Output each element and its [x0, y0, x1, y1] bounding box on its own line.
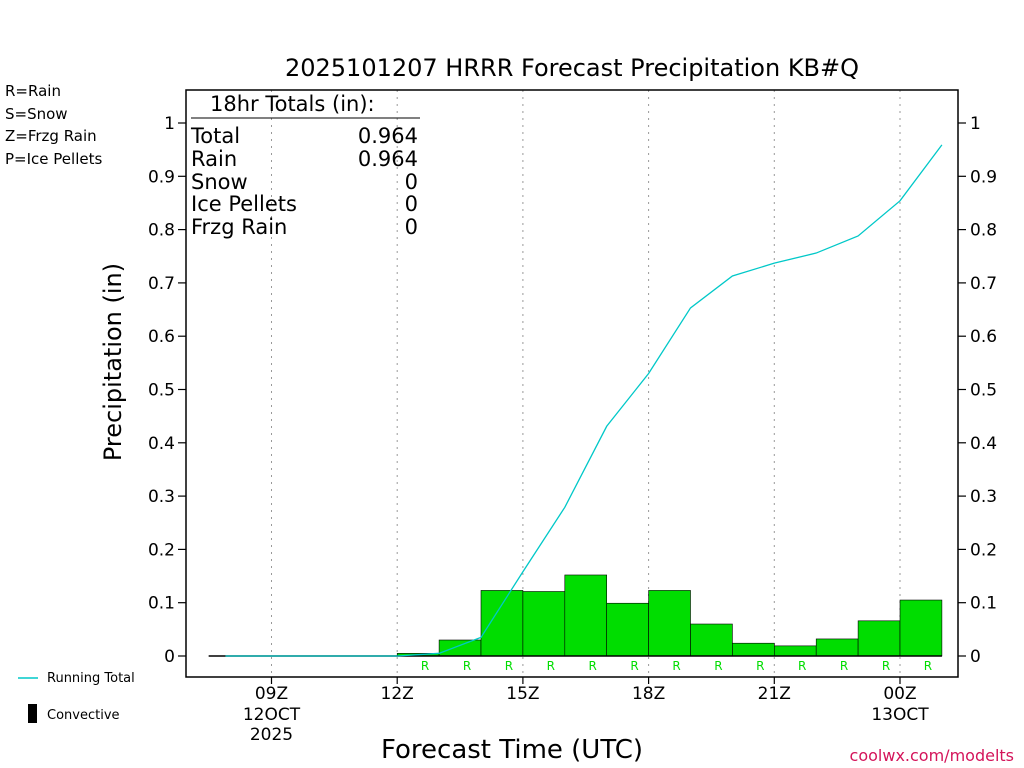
y-tick-label-right: 0.5 — [970, 381, 997, 401]
totals-label-freezing-rain: Frzg Rain — [191, 215, 287, 239]
y-tick-label-left: 0.4 — [148, 434, 175, 454]
totals-label-rain: Rain — [191, 147, 237, 171]
x-tick-date: 12OCT — [243, 705, 301, 725]
y-tick-label-left: 0.3 — [148, 487, 175, 507]
y-tick-label-right: 0.8 — [970, 221, 997, 241]
y-tick-label-right: 0.2 — [970, 540, 997, 560]
legend-ice-pellets: P=Ice Pellets — [5, 150, 102, 168]
precip-bar — [648, 590, 691, 657]
precip-bar — [857, 620, 901, 657]
legend-rain: R=Rain — [5, 82, 61, 100]
y-tick-label-left: 0.7 — [148, 274, 175, 294]
y-tick-label-left: 0.5 — [148, 381, 175, 401]
precip-bar — [815, 638, 859, 657]
y-tick-label-left: 0.9 — [148, 167, 175, 187]
precip-bar — [899, 599, 943, 657]
x-tick-label: 12Z — [381, 684, 414, 704]
precip-type-marker: R — [505, 659, 513, 673]
x-tick-label: 21Z — [758, 684, 791, 704]
convective-legend-label: Convective — [47, 708, 120, 723]
totals-value-total: 0.964 — [358, 124, 418, 148]
precip-type-marker: R — [589, 659, 597, 673]
totals-box: 18hr Totals (in): Total 0.964 Rain 0.964… — [190, 92, 420, 239]
precip-bar — [690, 623, 733, 657]
precip-type-marker: R — [756, 659, 764, 673]
precip-bar — [732, 642, 775, 657]
x-tick-date: 13OCT — [871, 705, 929, 725]
running-total-legend-label: Running Total — [47, 671, 135, 686]
precip-type-marker: R — [924, 659, 932, 673]
y-tick-label-right: 0.3 — [970, 487, 997, 507]
y-tick-label-left: 0.1 — [148, 594, 175, 614]
precip-bar — [606, 602, 649, 657]
legend-freezing-rain: Z=Frzg Rain — [5, 127, 97, 145]
x-tick-year: 2025 — [250, 725, 293, 745]
chart-title: 2025101207 HRRR Forecast Precipitation K… — [285, 54, 859, 82]
precip-type-legend: R=Rain S=Snow Z=Frzg Rain P=Ice Pellets — [5, 82, 102, 168]
x-axis-title: Forecast Time (UTC) — [381, 735, 643, 765]
precip-bar — [438, 639, 482, 657]
y-tick-label-right: 1 — [970, 114, 981, 134]
totals-value-freezing-rain: 0 — [405, 215, 418, 239]
y-axis-left: 0 0.1 0.2 0.3 0.4 0.5 0.6 0.7 0.8 0.9 1 — [148, 114, 186, 667]
precip-bar — [564, 574, 607, 657]
totals-value-ice-pellets: 0 — [405, 192, 418, 216]
running-total-line — [225, 144, 943, 657]
precip-type-marker: R — [421, 659, 429, 673]
precip-type-marker: R — [882, 659, 890, 673]
totals-value-snow: 0 — [405, 170, 418, 194]
hourly-precip-bars — [396, 574, 943, 657]
plot-frame — [185, 89, 959, 678]
precip-type-marker: R — [547, 659, 555, 673]
x-tick-label: 18Z — [632, 684, 665, 704]
precip-type-marker: R — [714, 659, 722, 673]
bottom-legend: Running Total Convective — [18, 671, 135, 723]
y-tick-label-left: 0.2 — [148, 540, 175, 560]
convective-legend-swatch — [28, 704, 37, 723]
y-tick-label-left: 0 — [164, 647, 175, 667]
credit-text: coolwx.com/modelts — [850, 746, 1014, 765]
y-tick-label-right: 0.6 — [970, 327, 997, 347]
y-tick-label-left: 1 — [164, 114, 175, 134]
y-axis-right: 0 0.1 0.2 0.3 0.4 0.5 0.6 0.7 0.8 0.9 1 — [958, 114, 997, 667]
y-tick-label-right: 0.7 — [970, 274, 997, 294]
totals-heading: 18hr Totals (in): — [210, 92, 375, 116]
totals-value-rain: 0.964 — [358, 147, 418, 171]
precip-type-marker: R — [630, 659, 638, 673]
y-axis-title: Precipitation (in) — [99, 263, 127, 461]
y-tick-label-right: 0.9 — [970, 167, 997, 187]
precip-bar — [773, 645, 817, 657]
precip-type-marker: R — [840, 659, 848, 673]
x-tick-label: 09Z — [255, 684, 288, 704]
y-tick-label-right: 0.1 — [970, 594, 997, 614]
x-tick-label: 15Z — [506, 684, 539, 704]
x-tick-label: 00Z — [883, 684, 916, 704]
y-tick-label-left: 0.6 — [148, 327, 175, 347]
totals-label-total: Total — [190, 124, 240, 148]
y-tick-label-left: 0.8 — [148, 221, 175, 241]
precip-type-marker: R — [463, 659, 471, 673]
precip-bar — [522, 591, 566, 657]
precip-type-marker: R — [672, 659, 680, 673]
totals-label-ice-pellets: Ice Pellets — [191, 192, 297, 216]
running-total-polyline — [225, 144, 943, 657]
legend-snow: S=Snow — [5, 105, 68, 123]
precip-bar — [480, 590, 524, 657]
y-tick-label-right: 0 — [970, 647, 981, 667]
y-tick-label-right: 0.4 — [970, 434, 997, 454]
totals-label-snow: Snow — [191, 170, 248, 194]
precip-type-marker: R — [798, 659, 806, 673]
